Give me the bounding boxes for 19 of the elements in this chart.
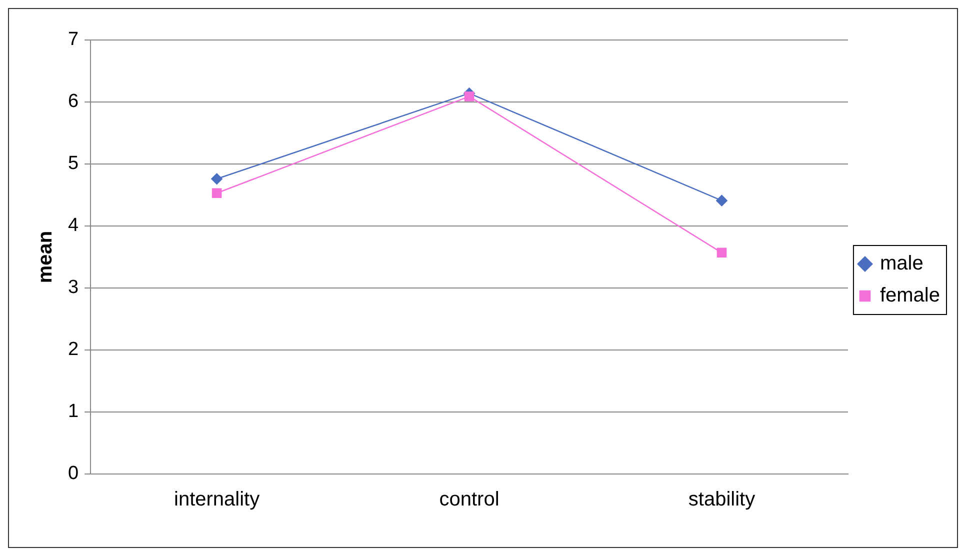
legend-label: male: [880, 252, 924, 275]
y-axis-title: mean: [34, 230, 57, 284]
point: [212, 188, 222, 198]
y-tick-label: 6: [68, 91, 79, 112]
x-tick-label: control: [439, 488, 500, 511]
point: [464, 92, 474, 102]
y-tick-label: 3: [68, 277, 79, 298]
point: [716, 194, 728, 206]
point: [211, 173, 222, 185]
y-tick-label: 5: [68, 153, 79, 174]
y-tick-label: 7: [68, 29, 79, 50]
y-tick-label: 4: [68, 215, 79, 236]
y-tick-label: 1: [68, 401, 79, 422]
y-tick-label: 0: [68, 463, 79, 484]
y-tick-label: 2: [68, 339, 79, 360]
x-tick-label: stability: [688, 488, 756, 511]
x-tick-label: internality: [174, 488, 260, 511]
point: [716, 248, 727, 258]
legend-label: female: [880, 284, 940, 307]
